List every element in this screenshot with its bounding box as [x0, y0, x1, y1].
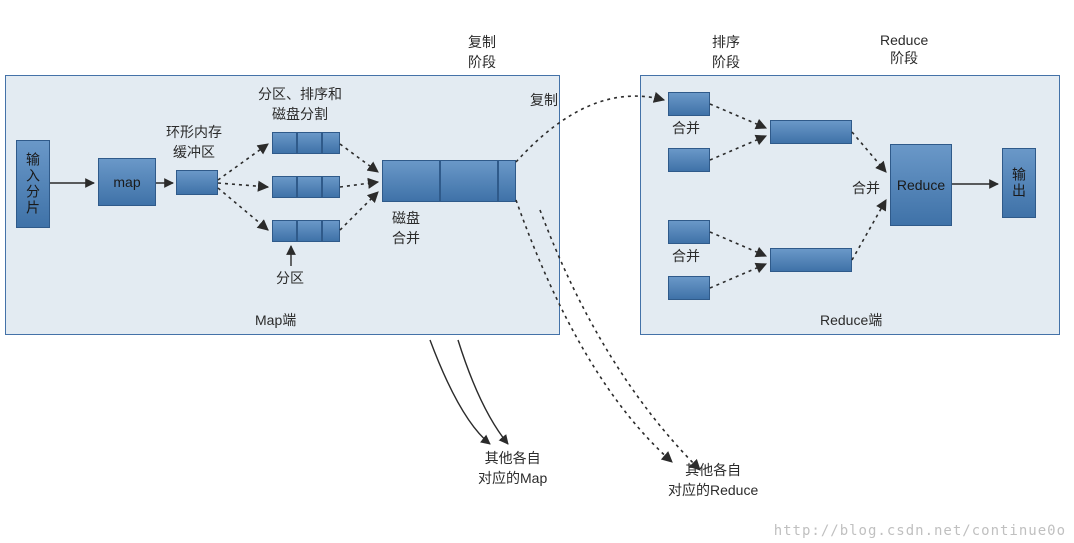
watermark-text: http://blog.csdn.net/continue0o: [774, 523, 1066, 539]
reduce-panel-title: Reduce端: [820, 310, 882, 330]
reduce-input-2: [668, 148, 710, 172]
map-panel-title: Map端: [255, 310, 296, 330]
reduce-input-3: [668, 220, 710, 244]
arrow-othermap-2: [458, 340, 508, 444]
partition-label: 分区: [276, 268, 304, 288]
reduce-input-1: [668, 92, 710, 116]
partition-sort-label: 分区、排序和 磁盘分割: [258, 84, 342, 124]
sort-phase-label: 排序 阶段: [712, 32, 740, 72]
disk-merge-label: 磁盘 合并: [392, 208, 420, 248]
merge-arrow-label: 合并: [852, 178, 880, 198]
copy-phase-label: 复制 阶段: [468, 32, 496, 72]
ring-buffer-label: 环形内存 缓冲区: [166, 122, 222, 162]
input-split-box: 输入分片: [16, 140, 50, 228]
output-label: 输出: [1009, 167, 1029, 199]
reduce-mid-1: [770, 120, 852, 144]
copy-label: 复制: [530, 90, 558, 110]
merge-label-1: 合并: [672, 118, 700, 138]
partition-row-2: [272, 176, 340, 198]
reduce-phase-label: Reduce 阶段: [880, 32, 928, 68]
output-box: 输出: [1002, 148, 1036, 218]
other-map-label: 其他各自 对应的Map: [478, 448, 547, 488]
ring-buffer-box: [176, 170, 218, 195]
other-reduce-label: 其他各自 对应的Reduce: [668, 460, 758, 500]
map-box: map: [98, 158, 156, 206]
reduce-box-label: Reduce: [897, 177, 945, 193]
map-box-label: map: [113, 174, 140, 190]
reduce-input-4: [668, 276, 710, 300]
merge-label-2: 合并: [672, 246, 700, 266]
reduce-box: Reduce: [890, 144, 952, 226]
partition-row-1: [272, 132, 340, 154]
reduce-mid-2: [770, 248, 852, 272]
partition-row-3: [272, 220, 340, 242]
disk-merge-box: [382, 160, 516, 202]
input-split-label: 输入分片: [23, 152, 43, 216]
arrow-othermap-1: [430, 340, 490, 444]
